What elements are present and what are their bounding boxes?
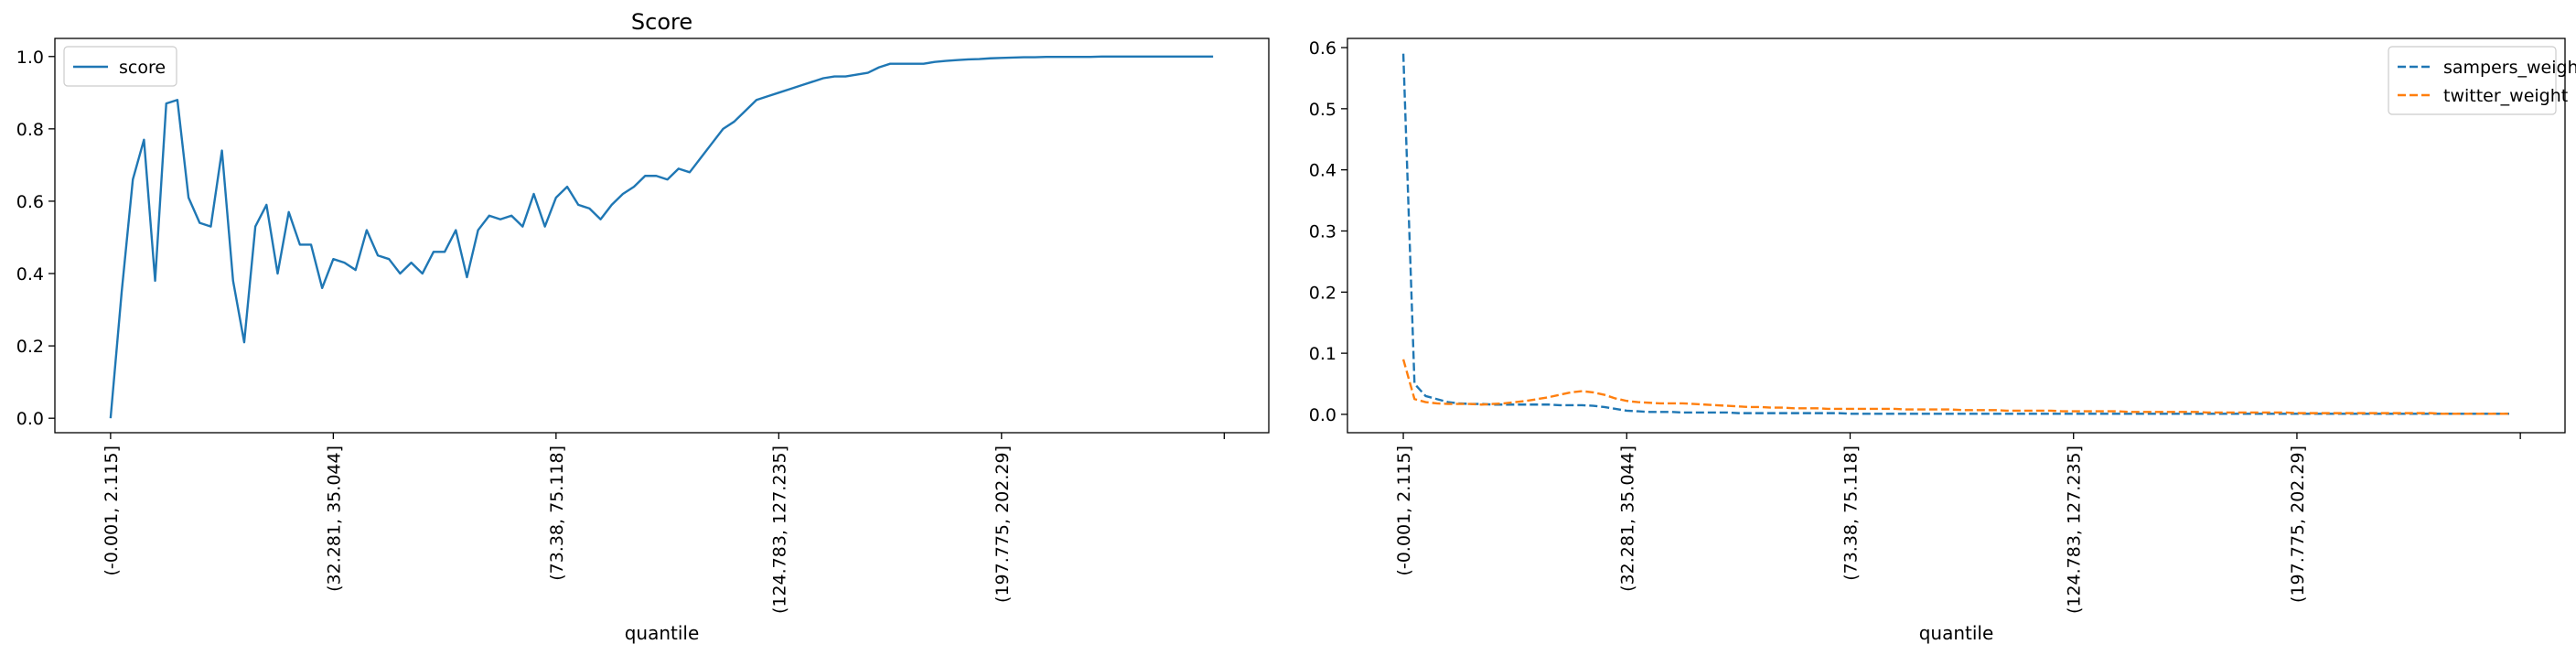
x-tick-label: (32.281, 35.044]: [324, 446, 344, 592]
y-tick-label: 0.5: [1309, 100, 1336, 120]
series-line-score: [109, 55, 1214, 419]
chart-2: 0.0 0.1 0.2 0.3 0.4 0.5 0.6 (-0.001, 2.115] (32.…: [1309, 38, 2576, 644]
y-tick-label: 0.1: [1309, 344, 1336, 364]
plot-frame: [1347, 38, 2566, 434]
y-tick-label: 0.8: [16, 120, 44, 140]
y-tick-label: 0.0: [1309, 405, 1336, 425]
y-tick-label: 0.0: [16, 409, 44, 429]
x-tick-label: (124.783, 127.235]: [769, 446, 789, 614]
x-tick-label: (32.281, 35.044]: [1617, 446, 1637, 592]
legend-label: score: [119, 58, 166, 78]
x-tick-label: (197.775, 202.29]: [2288, 446, 2308, 603]
y-tick-label: 0.6: [16, 192, 44, 212]
legend: score: [63, 46, 177, 87]
legend: sampers_weight twitter_weight: [2388, 46, 2576, 115]
x-tick-label: (73.38, 75.118]: [1841, 446, 1861, 581]
y-tick-label: 0.6: [1309, 38, 1336, 59]
legend-label: twitter_weight: [2443, 86, 2568, 106]
y-tick-label: 0.4: [1309, 161, 1336, 181]
legend-label: sampers_weight: [2443, 58, 2576, 78]
x-tick-label: (124.783, 127.235]: [2065, 446, 2085, 614]
x-tick-label: (73.38, 75.118]: [547, 446, 567, 581]
x-axis-title: quantile: [625, 622, 700, 644]
chart-1: Score 0.0 0.2 0.4 0.6 0.8 1.0 (-0.001, 2.115] (3…: [16, 9, 1270, 644]
x-tick-label: (-0.001, 2.115]: [102, 446, 122, 576]
series-line-twitter_weight: [1401, 359, 2509, 415]
y-tick-label: 0.3: [1309, 221, 1336, 242]
y-tick-label: 1.0: [16, 48, 44, 68]
plot-frame: [54, 38, 1270, 434]
x-axis-title: quantile: [1919, 622, 1994, 644]
chart-title: Score: [631, 9, 692, 35]
y-tick-label: 0.4: [16, 264, 44, 285]
series-line-sampers_weight: [1401, 53, 2509, 415]
x-tick-label: (197.775, 202.29]: [993, 446, 1013, 603]
x-tick-label: (-0.001, 2.115]: [1394, 446, 1414, 576]
y-tick-label: 0.2: [1309, 283, 1336, 303]
y-tick-label: 0.2: [16, 337, 44, 357]
legend-box: [63, 46, 177, 87]
legend-box: [2388, 46, 2557, 115]
